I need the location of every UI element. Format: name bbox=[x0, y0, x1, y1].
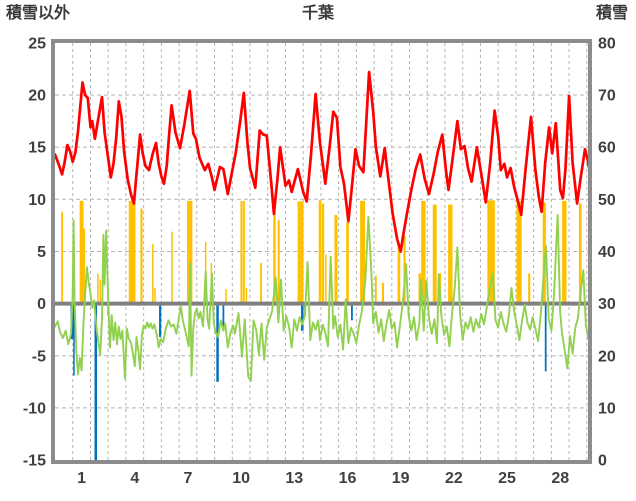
plot-frame bbox=[51, 39, 592, 464]
svg-text:1: 1 bbox=[77, 470, 86, 487]
right-axis-tick-labels: 80 70 60 50 40 30 20 10 0 bbox=[598, 35, 616, 469]
left-axis-tick-labels: 25 20 15 10 5 0 -5 -10 -15 bbox=[23, 35, 46, 469]
svg-text:22: 22 bbox=[445, 470, 463, 487]
svg-text:7: 7 bbox=[183, 470, 192, 487]
svg-text:60: 60 bbox=[598, 140, 616, 157]
svg-text:20: 20 bbox=[28, 88, 46, 105]
svg-text:50: 50 bbox=[598, 192, 616, 209]
svg-text:4: 4 bbox=[130, 470, 139, 487]
red-line-series bbox=[55, 70, 588, 253]
svg-text:30: 30 bbox=[598, 296, 616, 313]
svg-text:13: 13 bbox=[285, 470, 303, 487]
svg-text:40: 40 bbox=[598, 244, 616, 261]
green-line-series bbox=[55, 213, 588, 382]
x-axis-tick-labels: 1 4 7 10 13 16 19 22 25 28 bbox=[77, 470, 569, 487]
svg-text:80: 80 bbox=[598, 35, 616, 52]
chart-title: 千葉 bbox=[301, 5, 334, 22]
orange-bars-series bbox=[61, 200, 582, 304]
svg-text:28: 28 bbox=[551, 470, 569, 487]
svg-text:10: 10 bbox=[232, 470, 250, 487]
svg-text:70: 70 bbox=[598, 88, 616, 105]
svg-text:-5: -5 bbox=[32, 348, 46, 365]
svg-text:16: 16 bbox=[339, 470, 357, 487]
svg-text:-10: -10 bbox=[23, 400, 46, 417]
svg-text:0: 0 bbox=[37, 296, 46, 313]
svg-text:20: 20 bbox=[598, 348, 616, 365]
svg-text:19: 19 bbox=[392, 470, 410, 487]
svg-text:10: 10 bbox=[598, 400, 616, 417]
svg-text:5: 5 bbox=[37, 244, 46, 261]
left-axis-title: 積雪以外 bbox=[6, 5, 71, 22]
right-axis-title: 積雪 bbox=[595, 5, 628, 22]
svg-text:15: 15 bbox=[28, 140, 46, 157]
svg-text:-15: -15 bbox=[23, 453, 46, 470]
svg-text:10: 10 bbox=[28, 192, 46, 209]
svg-text:25: 25 bbox=[498, 470, 516, 487]
svg-text:0: 0 bbox=[598, 453, 607, 470]
svg-text:25: 25 bbox=[28, 35, 46, 52]
